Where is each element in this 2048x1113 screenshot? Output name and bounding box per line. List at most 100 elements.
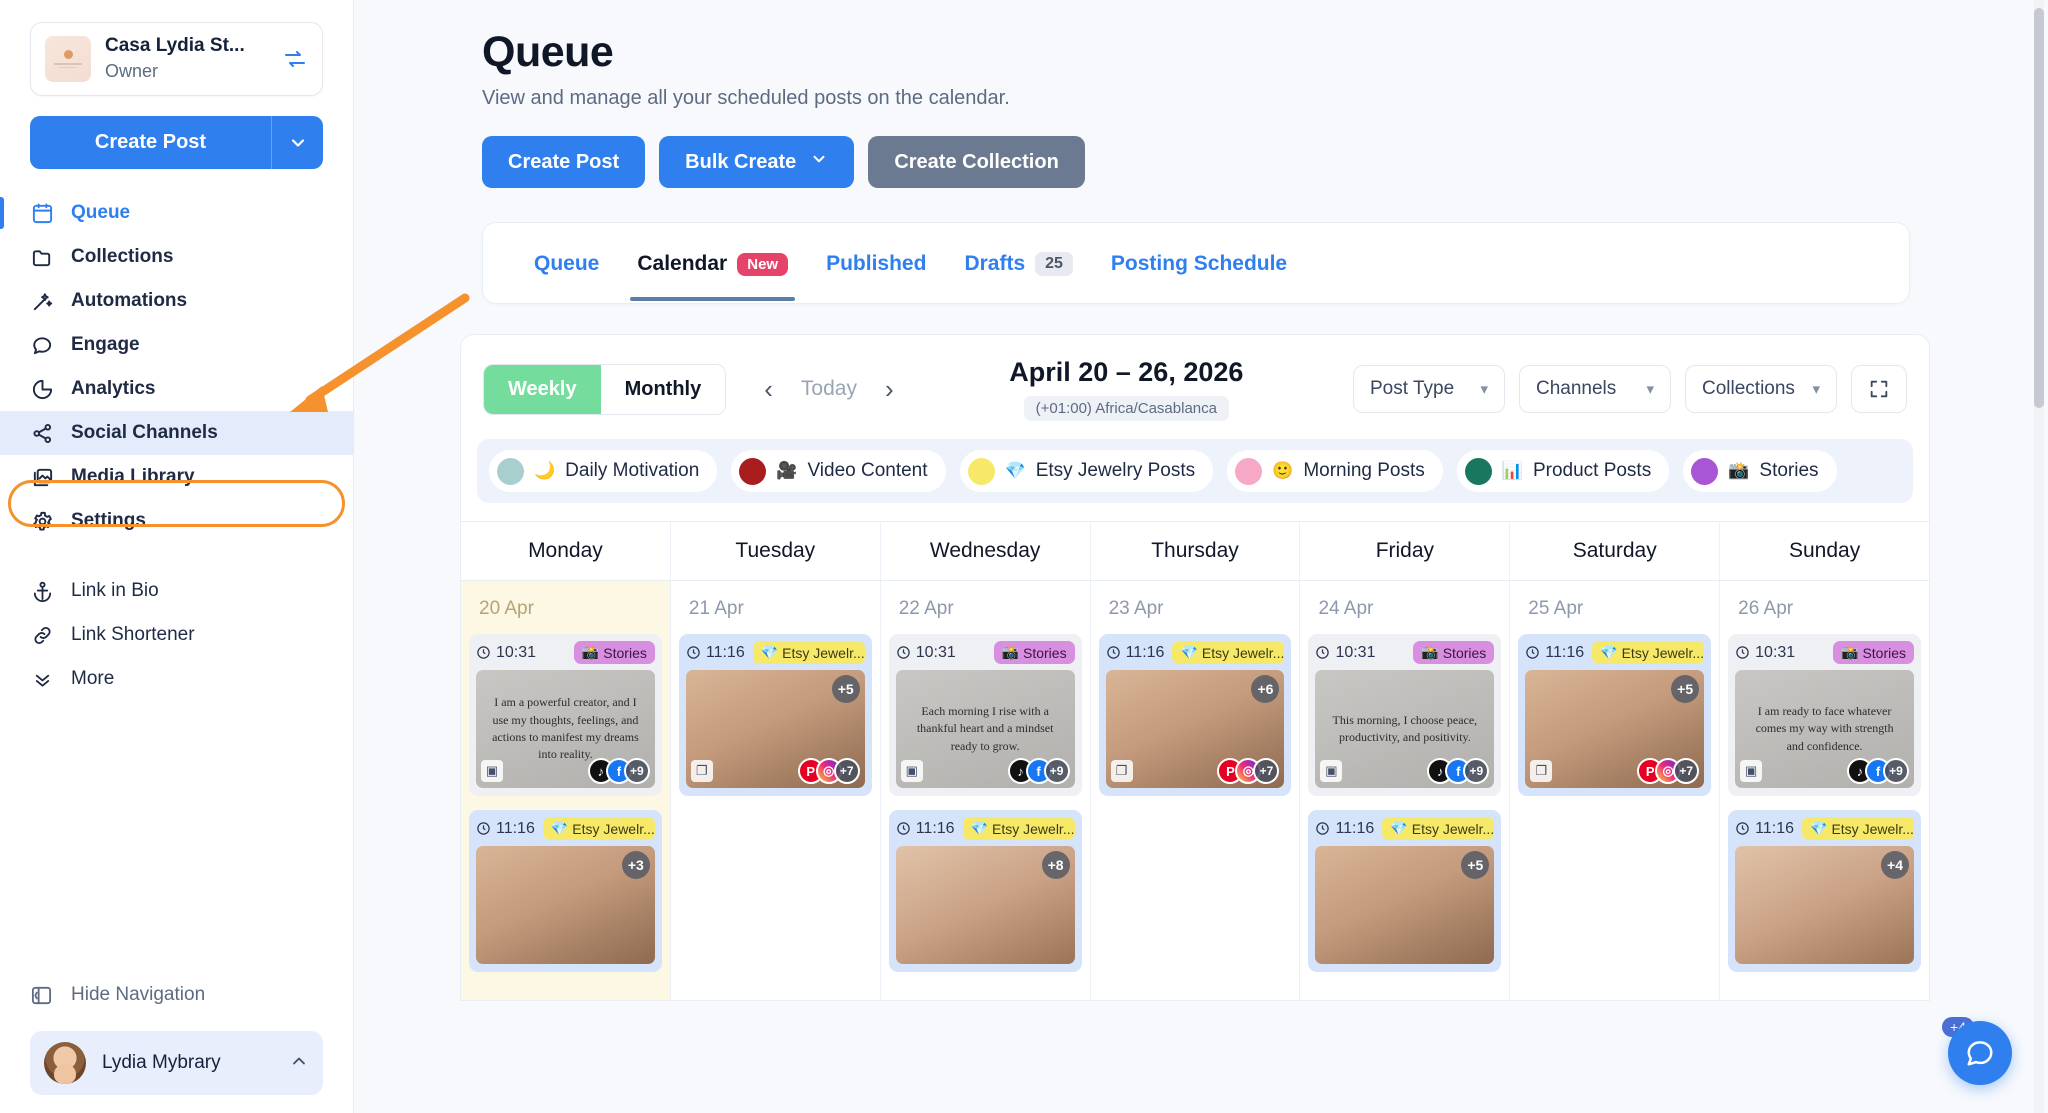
calendar-day-column[interactable]: 20 Apr 10:31 📸 Stories I am a powerful creat…: [461, 581, 671, 1000]
sidebar-item-engage[interactable]: Engage: [0, 323, 353, 367]
create-post-button[interactable]: Create Post: [30, 116, 271, 170]
calendar-post-card[interactable]: 11:16 💎 Etsy Jewelr... +4: [1728, 810, 1922, 972]
post-thumbnail-footer: ❐ P ◎ +7: [686, 758, 865, 784]
calendar-filters: Post Type ▾ Channels ▾ Collections ▾: [1353, 365, 1907, 413]
collection-color-swatch: [497, 457, 524, 485]
sidebar-item-collections[interactable]: Collections: [0, 235, 353, 279]
post-channel-avatars: P ◎ +7: [1637, 758, 1700, 784]
create-post-dropdown-button[interactable]: [271, 116, 323, 170]
collections-filter[interactable]: Collections ▾: [1685, 365, 1837, 413]
calendar-post-card[interactable]: 11:16 💎 Etsy Jewelr... +6 ❐ P ◎ +7: [1098, 634, 1292, 796]
sidebar-item-queue[interactable]: Queue: [0, 191, 353, 235]
workspace-switcher[interactable]: Casa Lydia St... Owner: [30, 22, 323, 97]
calendar-post-card[interactable]: 10:31 📸 Stories I am ready to face whatever…: [1728, 634, 1922, 796]
sidebar-item-link-in-bio[interactable]: Link in Bio: [0, 569, 353, 613]
collection-emoji-icon: 🎥: [776, 461, 798, 480]
date-navigation: ‹ Today ›: [758, 374, 899, 404]
calendar-toolbar: Weekly Monthly ‹ Today › April 20 – 26, …: [461, 335, 1929, 439]
collection-chip[interactable]: 📸 Stories: [1683, 450, 1837, 492]
collection-chip[interactable]: 📊 Product Posts: [1456, 450, 1670, 492]
prev-week-button[interactable]: ‹: [764, 374, 773, 404]
post-thumbnail: +6 ❐ P ◎ +7: [1105, 670, 1285, 788]
tab-label: Published: [826, 252, 927, 275]
scrollbar-track[interactable]: [2034, 0, 2044, 1113]
post-time: 11:16: [1525, 644, 1584, 662]
date-range-display: April 20 – 26, 2026 (+01:00) Africa/Casa…: [918, 357, 1335, 421]
post-time-label: 10:31: [1335, 643, 1376, 661]
channel-overflow-count: +9: [1043, 758, 1070, 784]
sidebar-item-settings[interactable]: Settings: [0, 499, 353, 543]
post-channel-avatars: ♪ f +9: [1007, 758, 1070, 784]
tab-calendar[interactable]: Calendar New: [618, 226, 807, 301]
post-thumbnail: +5 ❐ P ◎ +7: [1525, 670, 1705, 788]
post-type-filter[interactable]: Post Type ▾: [1353, 365, 1505, 413]
folder-icon: [30, 245, 54, 269]
sidebar-item-media-library[interactable]: Media Library: [0, 455, 353, 499]
switch-workspace-icon[interactable]: [282, 46, 308, 72]
day-number: 20 Apr: [479, 598, 534, 619]
tab-label: Posting Schedule: [1110, 252, 1288, 275]
post-time: 11:16: [1735, 820, 1794, 838]
post-media-count-badge: +6: [1251, 675, 1280, 703]
collection-chip[interactable]: 🌙 Daily Motivation: [489, 450, 718, 492]
post-thumbnail: This morning, I choose peace, productivi…: [1315, 670, 1495, 788]
chat-support-button[interactable]: [1948, 1021, 2012, 1085]
calendar-day-column[interactable]: 21 Apr 11:16 💎 Etsy Jewelr... +5 ❐ P ◎ +7: [671, 581, 881, 1000]
collection-emoji-icon: 📊: [1501, 461, 1523, 480]
post-time: 11:16: [896, 820, 955, 838]
calendar-day-column[interactable]: 24 Apr 10:31 📸 Stories This morning, I choos…: [1300, 581, 1511, 1000]
channels-filter[interactable]: Channels ▾: [1519, 365, 1671, 413]
post-thumbnail-footer: ▣ ♪ f +9: [1735, 758, 1914, 784]
sidebar-item-label: Settings: [71, 510, 146, 532]
post-media-count-badge: +5: [1461, 851, 1490, 879]
collection-chip[interactable]: 💎 Etsy Jewelry Posts: [959, 450, 1214, 492]
day-header: Thursday: [1091, 522, 1301, 580]
collection-chip[interactable]: 🎥 Video Content: [731, 450, 946, 492]
post-time-label: 10:31: [1755, 643, 1796, 661]
tab-queue[interactable]: Queue: [515, 226, 618, 300]
page-title: Queue: [482, 28, 614, 76]
hide-navigation-button[interactable]: Hide Navigation: [0, 973, 353, 1017]
calendar-day-column[interactable]: 22 Apr 10:31 📸 Stories Each morning I rise w…: [881, 581, 1091, 1000]
monthly-view-button[interactable]: Monthly: [600, 364, 726, 414]
sidebar-item-label: Automations: [71, 290, 188, 312]
images-icon: [30, 465, 54, 489]
create-collection-button[interactable]: Create Collection: [868, 136, 1085, 188]
tab-published[interactable]: Published: [807, 226, 945, 300]
calendar-post-card[interactable]: 11:16 💎 Etsy Jewelr... +8: [888, 810, 1082, 972]
tab-drafts[interactable]: Drafts 25: [945, 226, 1091, 300]
create-post-button-main[interactable]: Create Post: [482, 136, 646, 188]
sidebar-item-automations[interactable]: Automations: [0, 279, 353, 323]
post-media-count-badge: +4: [1881, 851, 1910, 879]
calendar-day-column[interactable]: 26 Apr 10:31 📸 Stories I am ready to face wh…: [1720, 581, 1929, 1000]
collection-chip-label: Daily Motivation: [565, 460, 700, 481]
collection-chip[interactable]: 🙂 Morning Posts: [1227, 450, 1443, 492]
sidebar-item-analytics[interactable]: Analytics: [0, 367, 353, 411]
weekly-view-button[interactable]: Weekly: [484, 364, 601, 414]
sidebar-item-more[interactable]: More: [0, 657, 353, 701]
post-card-header: 10:31 📸 Stories: [1315, 641, 1495, 664]
chevron-up-icon[interactable]: [289, 1051, 309, 1076]
calendar-day-column[interactable]: 25 Apr 11:16 💎 Etsy Jewelr... +5 ❐ P ◎ +7: [1510, 581, 1721, 1000]
scrollbar-thumb[interactable]: [2034, 8, 2044, 408]
post-media-count-badge: +8: [1041, 851, 1070, 879]
bulk-create-button[interactable]: Bulk Create: [659, 136, 855, 188]
calendar-post-card[interactable]: 10:31 📸 Stories This morning, I choose peac…: [1308, 634, 1502, 796]
calendar-post-card[interactable]: 11:16 💎 Etsy Jewelr... +5: [1308, 810, 1502, 972]
sidebar-item-social-channels[interactable]: Social Channels: [0, 411, 353, 456]
post-quote-text: This morning, I choose peace, productivi…: [1332, 712, 1478, 744]
calendar-post-card[interactable]: 10:31 📸 Stories Each morning I rise with a …: [888, 634, 1082, 796]
calendar-post-card[interactable]: 11:16 💎 Etsy Jewelr... +3: [469, 810, 662, 972]
calendar-day-column[interactable]: 23 Apr 11:16 💎 Etsy Jewelr... +6 ❐ P ◎ +7: [1091, 581, 1301, 1000]
post-thumbnail: Each morning I rise with a thankful hear…: [895, 670, 1075, 788]
next-week-button[interactable]: ›: [884, 374, 894, 404]
collection-color-swatch: [1691, 457, 1719, 485]
calendar-post-card[interactable]: 11:16 💎 Etsy Jewelr... +5 ❐ P ◎ +7: [1518, 634, 1712, 796]
calendar-post-card[interactable]: 11:16 💎 Etsy Jewelr... +5 ❐ P ◎ +7: [678, 634, 872, 796]
sidebar-item-link-shortener[interactable]: Link Shortener: [0, 613, 353, 657]
tab-posting-schedule[interactable]: Posting Schedule: [1092, 226, 1306, 300]
today-button[interactable]: Today: [800, 377, 857, 400]
user-menu[interactable]: Lydia Mybrary: [30, 1031, 323, 1095]
calendar-post-card[interactable]: 10:31 📸 Stories I am a powerful creator, an…: [469, 634, 662, 796]
fullscreen-button[interactable]: [1851, 365, 1907, 413]
